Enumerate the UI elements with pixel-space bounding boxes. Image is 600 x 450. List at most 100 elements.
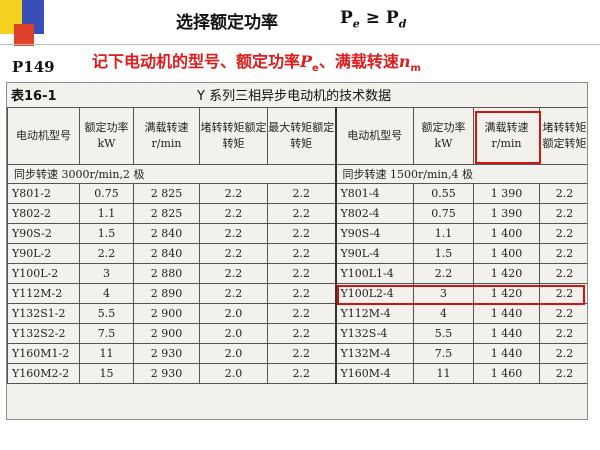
table-row: Y802-2 1.1 2 825 2.2 2.2 Y802-4 0.75 1 390 2.2 (7, 203, 587, 224)
model-cell: Y132S2-2 (7, 323, 80, 344)
speed-cell: 1 440 (473, 323, 540, 344)
subtitle-p: P (300, 52, 313, 71)
table-row: Y160M2-2 15 2 930 2.0 2.2 Y160M-4 11 1 460 2.2 (7, 363, 587, 384)
power-cell: 0.75 (413, 203, 474, 224)
power-cell: 1.1 (79, 203, 134, 224)
column-header: 满载转速r/min (133, 107, 200, 165)
starting-torque-cell: 2.2 (539, 283, 587, 304)
starting-torque-cell: 2.0 (199, 323, 268, 344)
model-cell: Y801-2 (7, 183, 80, 204)
max-torque-cell: 2.2 (267, 203, 336, 224)
model-cell: Y100L1-4 (334, 263, 414, 284)
max-torque-cell: 2.2 (267, 183, 336, 204)
table-row: Y112M-2 4 2 890 2.2 2.2 Y100L2-4 3 1 420 2.2 (7, 283, 587, 304)
column-header: 堵转转矩额定转矩 (539, 107, 587, 165)
power-cell: 11 (413, 363, 474, 384)
table-row: Y90L-2 2.2 2 840 2.2 2.2 Y90L-4 1.5 1 400 2.2 (7, 243, 587, 264)
formula-right-sub: d (398, 17, 407, 31)
speed-cell: 2 900 (133, 303, 200, 324)
max-torque-cell: 2.2 (267, 303, 336, 324)
model-cell: Y160M-4 (334, 363, 414, 384)
speed-cell: 2 930 (133, 343, 200, 364)
speed-cell: 2 825 (133, 183, 200, 204)
power-cell: 1.1 (413, 223, 474, 244)
power-cell: 11 (79, 343, 134, 364)
max-torque-cell: 2.2 (267, 283, 336, 304)
table-row: Y90S-2 1.5 2 840 2.2 2.2 Y90S-4 1.1 1 400 2.2 (7, 223, 587, 244)
starting-torque-cell: 2.2 (539, 243, 587, 264)
header-divider (0, 44, 600, 45)
column-header: 堵转转矩额定转矩 (199, 107, 268, 165)
page-reference: P149 (12, 58, 55, 76)
model-cell: Y112M-4 (334, 303, 414, 324)
power-cell: 7.5 (79, 323, 134, 344)
subtitle-text-2: 、满载转速 (318, 52, 399, 71)
power-cell: 2.2 (79, 243, 134, 264)
starting-torque-cell: 2.0 (199, 303, 268, 324)
formula-operator: ≥ (365, 8, 380, 28)
column-header: 最大转矩额定转矩 (267, 107, 336, 165)
model-cell: Y100L-2 (7, 263, 80, 284)
formula-left-sub: e (352, 17, 360, 31)
model-cell: Y90S-2 (7, 223, 80, 244)
table-row: Y132S2-2 7.5 2 900 2.0 2.2 Y132S-4 5.5 1 440 2.2 (7, 323, 587, 344)
power-cell: 15 (79, 363, 134, 384)
group-row: 同步转速 3000r/min,2 极同步转速 1500r/min,4 极 (7, 164, 587, 184)
table-row: Y801-2 0.75 2 825 2.2 2.2 Y801-4 0.55 1 390 2.2 (7, 183, 587, 204)
table-row: Y100L-2 3 2 880 2.2 2.2 Y100L1-4 2.2 1 420 2.2 (7, 263, 587, 284)
model-cell: Y160M1-2 (7, 343, 80, 364)
starting-torque-cell: 2.2 (539, 343, 587, 364)
spec-table-scan: 表16-1 Y 系列三相异步电动机的技术数据 电动机型号 额定功率kW 满载转速r/… (6, 82, 588, 420)
power-cell: 0.75 (79, 183, 134, 204)
model-cell: Y112M-2 (7, 283, 80, 304)
model-cell: Y90L-4 (334, 243, 414, 264)
table-label: 表16-1 (11, 89, 57, 104)
speed-cell: 1 390 (473, 203, 540, 224)
speed-cell: 2 930 (133, 363, 200, 384)
table-row: Y160M1-2 11 2 930 2.0 2.2 Y132M-4 7.5 1 440 2.2 (7, 343, 587, 364)
max-torque-cell: 2.2 (267, 243, 336, 264)
starting-torque-cell: 2.2 (199, 243, 268, 264)
model-cell: Y132S1-2 (7, 303, 80, 324)
speed-cell: 1 440 (473, 303, 540, 324)
starting-torque-cell: 2.2 (199, 263, 268, 284)
speed-cell: 2 900 (133, 323, 200, 344)
starting-torque-cell: 2.0 (199, 363, 268, 384)
speed-cell: 2 840 (133, 243, 200, 264)
max-torque-cell: 2.2 (267, 263, 336, 284)
power-cell: 5.5 (79, 303, 134, 324)
subtitle-p-sub: e (312, 63, 319, 75)
highlight-speed-header (474, 110, 541, 164)
column-header: 额定功率kW (413, 107, 474, 165)
power-cell: 5.5 (413, 323, 474, 344)
starting-torque-cell: 2.2 (539, 323, 587, 344)
model-cell: Y802-2 (7, 203, 80, 224)
power-cell: 0.55 (413, 183, 474, 204)
max-torque-cell: 2.2 (267, 223, 336, 244)
subtitle-text-1: 记下电动机的型号、额定功率 (92, 52, 301, 71)
speed-cell: 2 825 (133, 203, 200, 224)
power-cell: 7.5 (413, 343, 474, 364)
power-cell: 1.5 (413, 243, 474, 264)
starting-torque-cell: 2.2 (199, 223, 268, 244)
corner-decoration-red (14, 24, 34, 46)
speed-cell: 1 400 (473, 243, 540, 264)
speed-cell: 1 420 (473, 263, 540, 284)
model-cell: Y132M-4 (334, 343, 414, 364)
speed-cell: 1 460 (473, 363, 540, 384)
starting-torque-cell: 2.2 (539, 363, 587, 384)
starting-torque-cell: 2.0 (199, 343, 268, 364)
speed-cell: 2 840 (133, 223, 200, 244)
starting-torque-cell: 2.2 (539, 303, 587, 324)
highlight-selected-row (336, 284, 585, 305)
power-cell: 2.2 (413, 263, 474, 284)
group-label-4-pole: 同步转速 1500r/min,4 极 (334, 164, 587, 184)
max-torque-cell: 2.2 (267, 343, 336, 364)
model-cell: Y132S-4 (334, 323, 414, 344)
starting-torque-cell: 2.2 (539, 183, 587, 204)
model-cell: Y90S-4 (334, 223, 414, 244)
model-cell: Y801-4 (334, 183, 414, 204)
slide-title: 选择额定功率 (176, 13, 278, 33)
speed-cell: 2 890 (133, 283, 200, 304)
motor-spec-table: 电动机型号 额定功率kW 满载转速r/min 堵转转矩额定转矩 最大转矩额定转矩 电动机型… (7, 107, 587, 384)
